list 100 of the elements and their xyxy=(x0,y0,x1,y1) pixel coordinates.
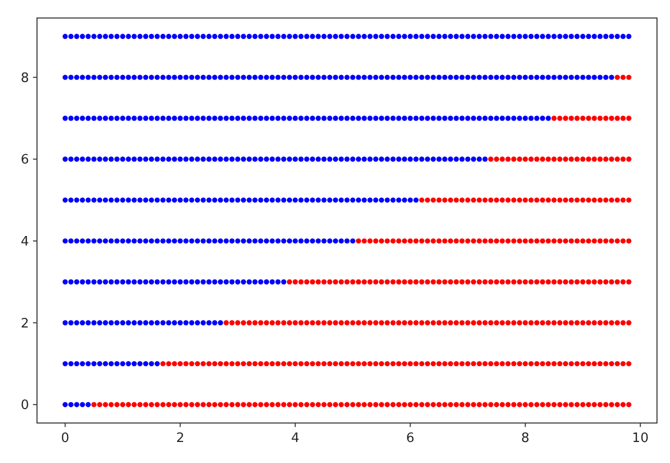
point xyxy=(86,361,91,366)
point xyxy=(126,279,132,284)
point xyxy=(62,279,68,284)
point xyxy=(402,279,408,284)
point xyxy=(246,279,252,284)
point xyxy=(568,156,574,162)
point xyxy=(522,197,528,203)
point xyxy=(62,402,68,408)
x-tick-label: 8 xyxy=(521,431,530,446)
point xyxy=(574,197,580,203)
point xyxy=(608,197,614,203)
point xyxy=(516,197,522,203)
point xyxy=(390,279,396,284)
point xyxy=(562,238,568,244)
y-tick-label: 0 xyxy=(20,398,29,414)
point xyxy=(218,320,224,326)
point xyxy=(551,116,557,121)
point xyxy=(304,279,310,284)
point xyxy=(534,197,540,203)
point xyxy=(626,156,632,162)
point xyxy=(574,156,580,162)
point xyxy=(212,238,218,244)
point xyxy=(258,238,264,244)
point xyxy=(436,197,442,203)
point xyxy=(459,279,465,284)
point xyxy=(626,238,632,244)
point xyxy=(218,279,224,284)
x-tick-label: 0 xyxy=(61,431,70,446)
point xyxy=(132,320,137,326)
point xyxy=(603,279,608,284)
point xyxy=(189,238,194,244)
point xyxy=(482,238,488,244)
point xyxy=(120,320,126,326)
point xyxy=(442,197,448,203)
point xyxy=(620,156,626,162)
point xyxy=(362,279,367,284)
point xyxy=(603,197,608,203)
point xyxy=(454,279,459,284)
point xyxy=(586,116,592,121)
point xyxy=(551,238,557,244)
point xyxy=(603,238,608,244)
point xyxy=(580,116,586,121)
point xyxy=(68,320,74,326)
point xyxy=(310,238,316,244)
x-tick-label: 2 xyxy=(176,431,184,446)
point xyxy=(408,238,413,244)
point xyxy=(505,156,511,162)
point xyxy=(580,279,586,284)
point xyxy=(528,238,534,244)
point xyxy=(551,156,557,162)
point xyxy=(378,238,384,244)
point xyxy=(137,361,143,366)
point xyxy=(97,238,102,244)
point xyxy=(108,361,114,366)
point xyxy=(419,238,424,244)
point xyxy=(424,238,430,244)
point xyxy=(137,238,143,244)
point xyxy=(68,238,74,244)
point xyxy=(264,279,270,284)
point xyxy=(557,197,562,203)
point xyxy=(160,320,166,326)
point xyxy=(120,361,126,366)
point xyxy=(206,279,212,284)
point xyxy=(557,156,562,162)
point xyxy=(178,279,183,284)
point xyxy=(522,279,528,284)
point xyxy=(344,238,350,244)
point xyxy=(80,402,86,408)
point xyxy=(154,238,160,244)
point xyxy=(178,238,183,244)
point xyxy=(126,361,132,366)
point xyxy=(252,238,258,244)
point xyxy=(68,361,74,366)
point xyxy=(114,279,120,284)
point xyxy=(603,156,608,162)
point xyxy=(580,197,586,203)
point xyxy=(229,279,235,284)
point xyxy=(235,238,240,244)
point xyxy=(454,197,459,203)
point xyxy=(614,156,620,162)
point xyxy=(430,279,436,284)
point xyxy=(568,279,574,284)
point xyxy=(137,279,143,284)
point xyxy=(528,279,534,284)
point xyxy=(143,320,148,326)
point xyxy=(528,156,534,162)
point xyxy=(189,279,194,284)
point xyxy=(500,279,505,284)
point xyxy=(166,320,172,326)
point xyxy=(68,402,74,408)
x-tick-label: 4 xyxy=(291,431,300,446)
point xyxy=(568,238,574,244)
point xyxy=(264,238,270,244)
point xyxy=(80,279,86,284)
point xyxy=(126,238,132,244)
point xyxy=(494,238,500,244)
point xyxy=(424,279,430,284)
point xyxy=(194,320,200,326)
point xyxy=(292,279,298,284)
point xyxy=(212,320,218,326)
